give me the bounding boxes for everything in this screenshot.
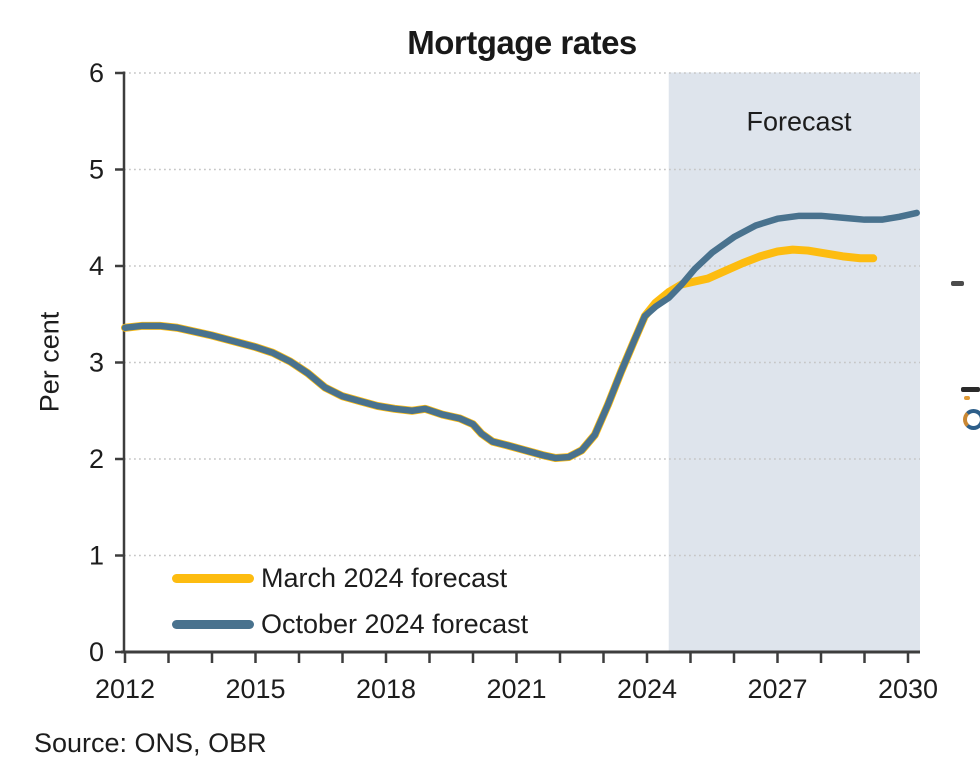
svg-text:2024: 2024 (617, 674, 677, 704)
clipped-adjacent-chart-fragment (951, 281, 964, 286)
svg-text:4: 4 (89, 251, 104, 281)
legend-item-march-2024: March 2024 forecast (172, 562, 507, 594)
svg-text:2021: 2021 (486, 674, 546, 704)
svg-text:0: 0 (89, 637, 104, 667)
clipped-adjacent-chart-fragment (961, 387, 980, 392)
chart-title: Mortgage rates (407, 24, 637, 61)
october-line-swatch (172, 619, 254, 629)
forecast-region-label: Forecast (746, 106, 852, 137)
clipped-adjacent-chart-fragment (964, 396, 970, 400)
svg-text:2: 2 (89, 444, 104, 474)
march-line-swatch (172, 573, 254, 583)
svg-text:1: 1 (89, 541, 104, 571)
clipped-adjacent-chart-fragment (963, 409, 980, 430)
svg-text:3: 3 (89, 348, 104, 378)
legend-item-october-2024: October 2024 forecast (172, 608, 528, 640)
svg-text:6: 6 (89, 58, 104, 88)
svg-text:5: 5 (89, 155, 104, 185)
legend-label-march: March 2024 forecast (261, 563, 508, 593)
svg-text:2012: 2012 (95, 674, 155, 704)
source-note: Source: ONS, OBR (34, 728, 267, 758)
svg-text:2030: 2030 (878, 674, 938, 704)
svg-text:2018: 2018 (356, 674, 416, 704)
svg-text:2027: 2027 (747, 674, 807, 704)
svg-text:2015: 2015 (225, 674, 285, 704)
legend-label-october: October 2024 forecast (261, 609, 529, 639)
